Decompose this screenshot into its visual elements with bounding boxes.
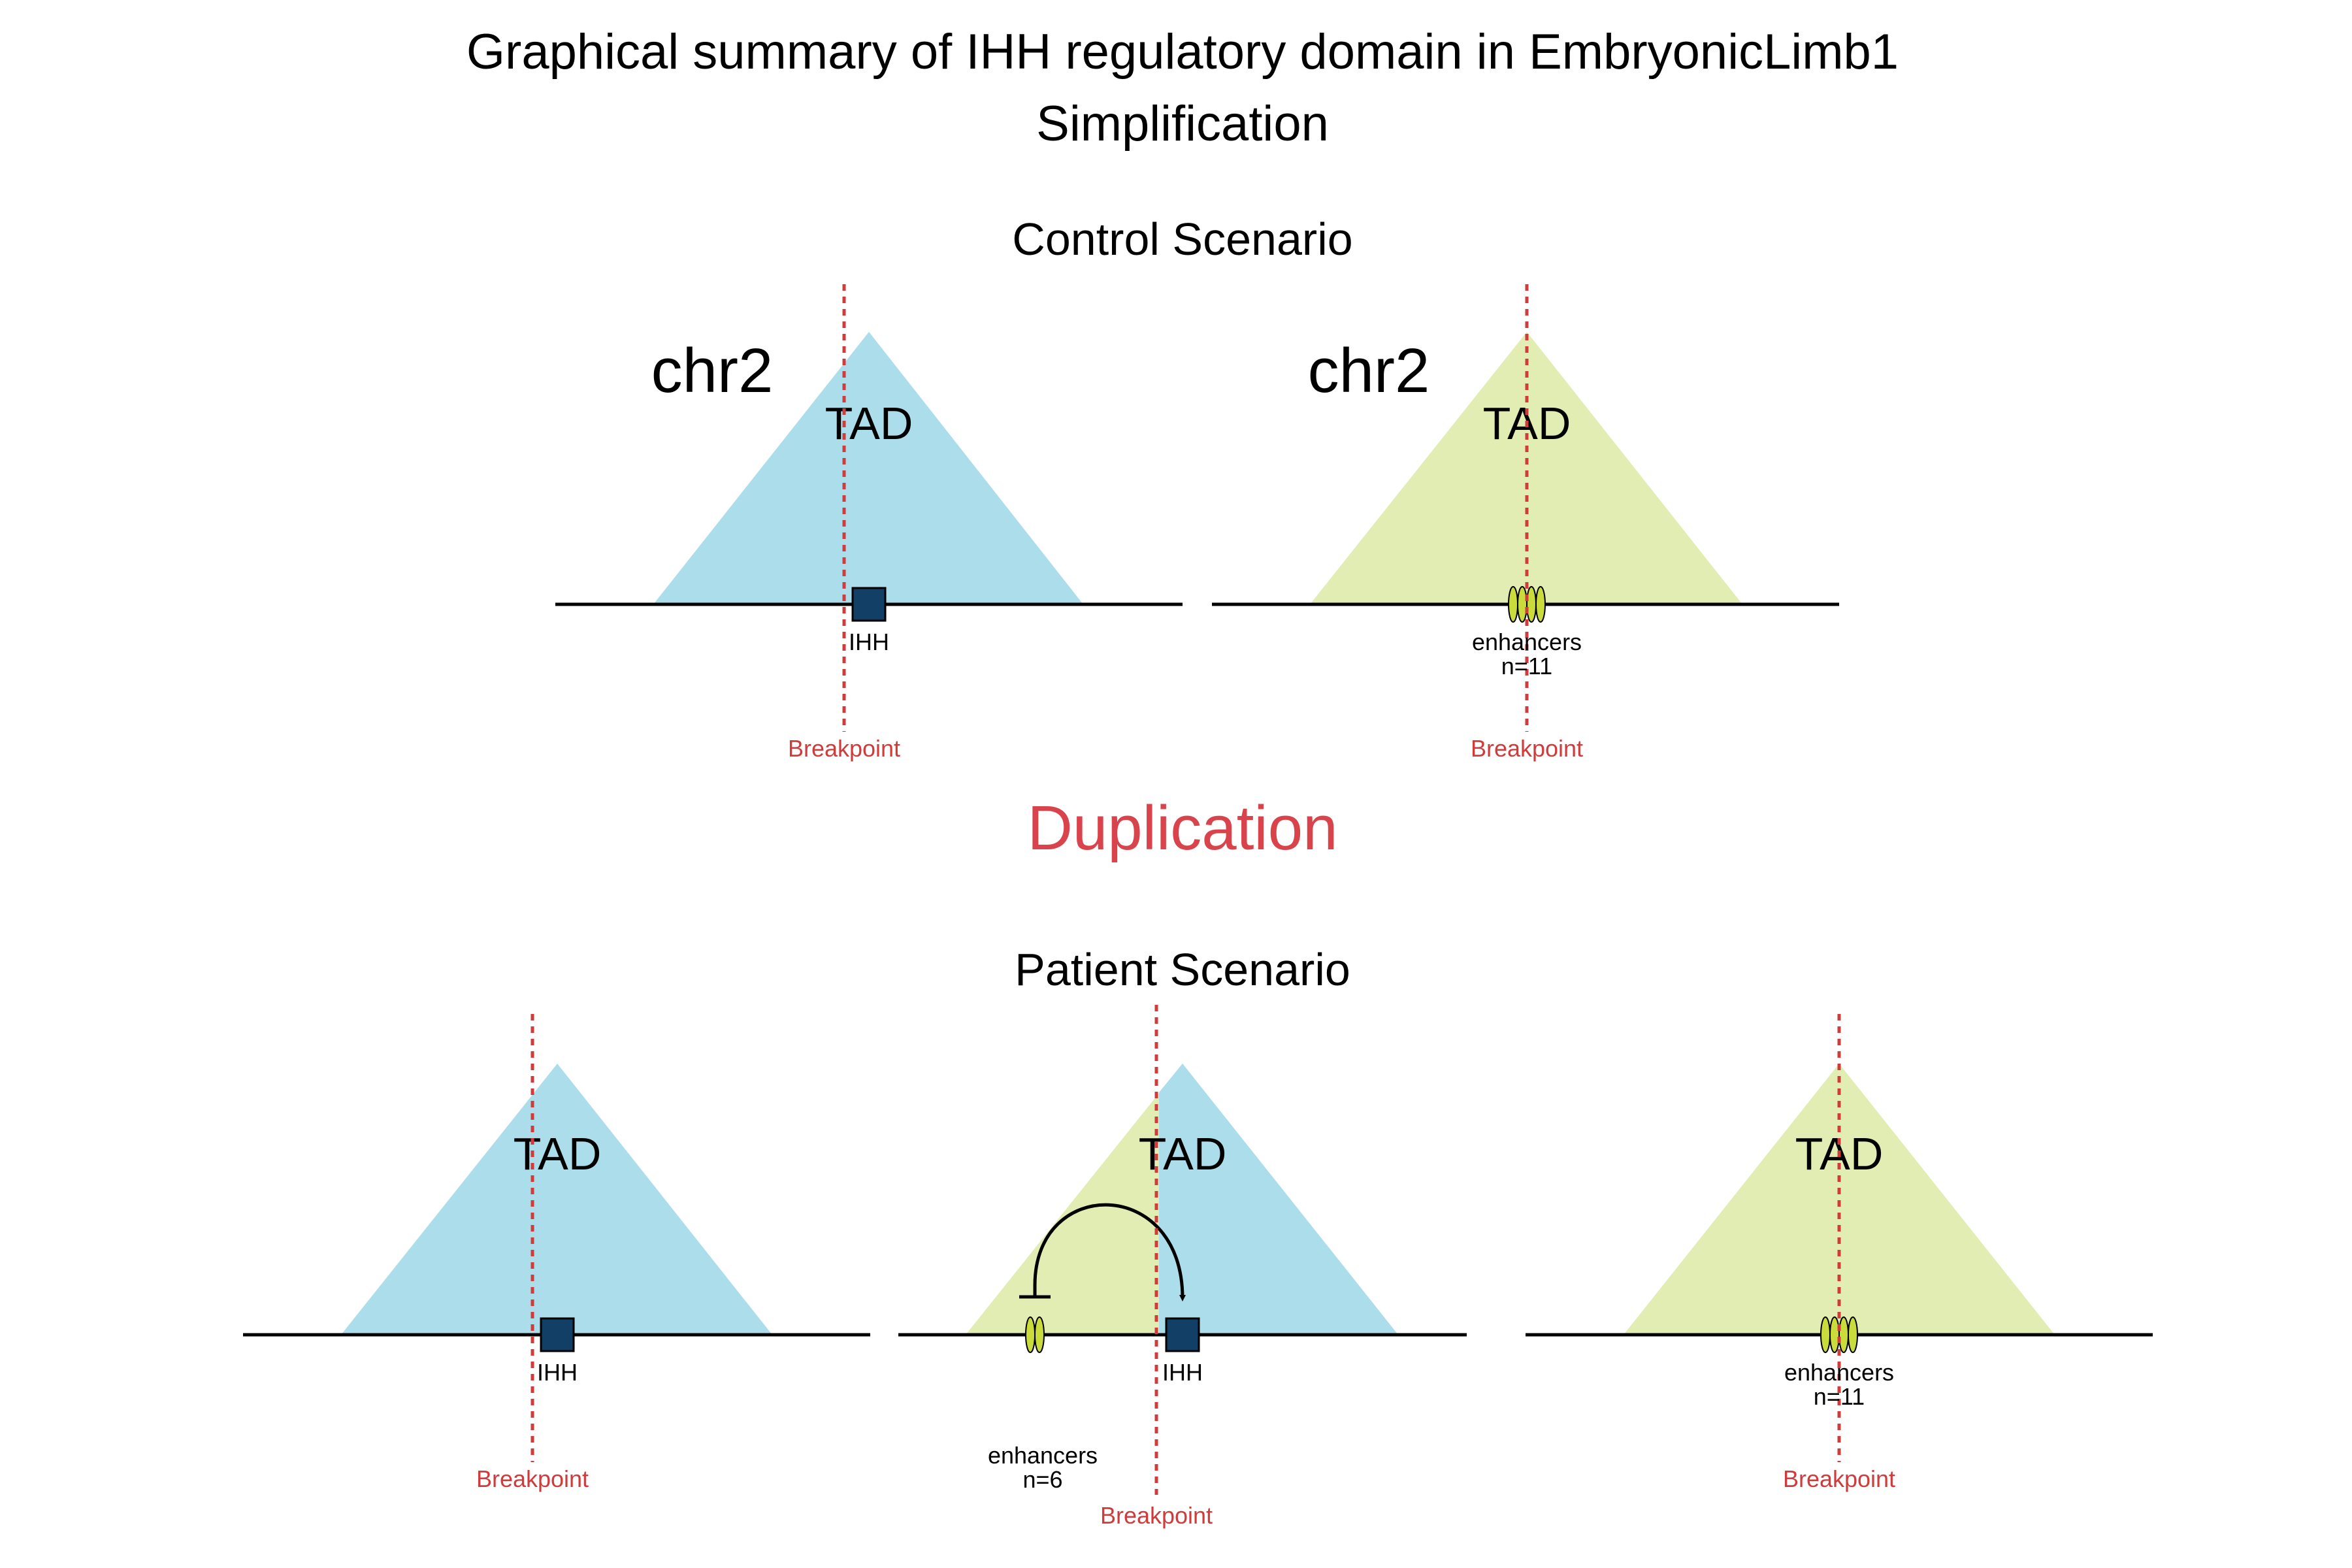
control-right-panel: chr2 TAD enhancers n=11 Breakpoint [1212,284,1839,762]
breakpoint-label: Breakpoint [788,735,900,762]
enhancer-label: enhancers [1784,1359,1894,1386]
diagram-subtitle: Simplification [1036,96,1329,152]
gene-label: IHH [849,629,889,655]
control-left-panel: chr2 TAD IHH Breakpoint [555,284,1183,762]
enhancer-marker [1848,1316,1858,1353]
breakpoint-label: Breakpoint [1100,1502,1213,1529]
enhancer-marker [1034,1316,1045,1353]
enhancer-count: n=11 [1501,653,1552,679]
enhancer-marker [1829,1316,1840,1353]
breakpoint-label: Breakpoint [1471,735,1583,762]
tad-triangle [1624,1064,2055,1335]
enhancer-marker [1838,1316,1849,1353]
enhancer-marker [1508,586,1518,623]
tad-triangle [1310,332,1742,604]
control-scenario-heading: Control Scenario [1012,214,1352,265]
gene-label: IHH [1162,1359,1203,1386]
enhancer-marker [1535,586,1546,623]
chromosome-label: chr2 [651,336,774,406]
event-label: Duplication [1028,793,1338,863]
enhancer-cluster [1508,586,1546,623]
enhancer-label: enhancers [1472,629,1582,655]
tad-triangle [341,1064,772,1335]
chromosome-label: chr2 [1308,336,1430,406]
tad-triangle-blue [1159,1064,1398,1335]
enhancer-cluster [1025,1316,1045,1353]
gene-marker [851,587,887,622]
enhancer-marker [1820,1316,1831,1353]
enhancer-marker [1517,586,1527,623]
enhancer-count: n=6 [1022,1466,1062,1493]
enhancer-cluster [1820,1316,1858,1353]
enhancer-label: enhancers [988,1442,1098,1469]
gene-marker [540,1317,575,1352]
enhancer-marker [1025,1316,1036,1353]
tad-label: TAD [825,398,913,449]
breakpoint-label: Breakpoint [1783,1465,1895,1492]
regulatory-interaction-arrow [1033,1203,1186,1301]
tad-label: TAD [514,1128,602,1179]
patient-right-panel: TAD enhancers n=11 Breakpoint [1526,1014,2153,1492]
enhancer-marker [1526,586,1537,623]
breakpoint-label: Breakpoint [476,1465,589,1492]
tad-label: TAD [1139,1128,1227,1179]
gene-marker [1165,1317,1200,1352]
patient-middle-panel: TAD IHH enhancers n=6 Breakpoint [898,1005,1467,1529]
patient-left-panel: TAD IHH Breakpoint [243,1014,870,1492]
diagram-title: Graphical summary of IHH regulatory doma… [466,24,1899,80]
enhancer-count: n=11 [1814,1383,1865,1410]
tad-triangle [653,332,1083,604]
patient-scenario-heading: Patient Scenario [1015,944,1350,995]
gene-label: IHH [537,1359,578,1386]
